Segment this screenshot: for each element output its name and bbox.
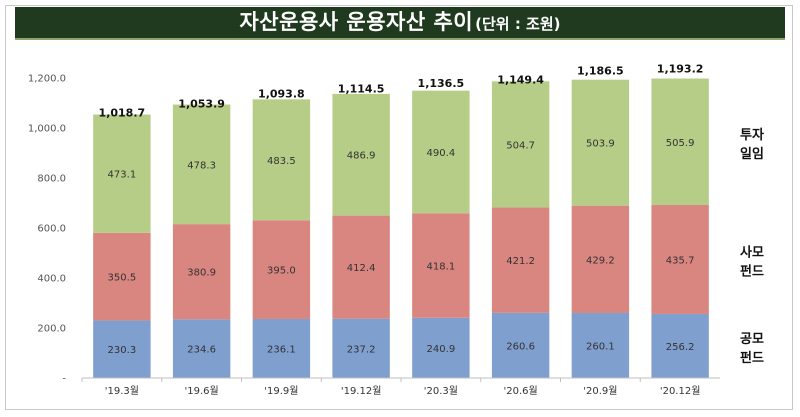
bar-segment (412, 213, 470, 318)
chart-title-bar: 자산운용사 운용자산 추이 (단위 : 조원) (15, 7, 785, 40)
bar-total-label: 1,186.5 (577, 64, 624, 77)
x-tick-label: '19.12월 (341, 385, 382, 397)
segment-value-label: 505.9 (666, 138, 695, 149)
bar-total-label: 1,193.2 (657, 63, 704, 76)
bar-segment (332, 93, 390, 216)
segment-value-label: 350.5 (108, 273, 137, 284)
segment-value-label: 237.2 (347, 344, 376, 355)
segment-value-label: 473.1 (108, 170, 137, 181)
segment-value-label: 418.1 (427, 262, 456, 273)
bar-total-label: 1,053.9 (178, 98, 225, 111)
chart-title: 자산운용사 운용자산 추이 (239, 10, 474, 34)
y-tick-label: 1,000.0 (28, 124, 66, 135)
bar-total-label: 1,093.8 (258, 88, 305, 101)
bar-segment (252, 318, 311, 378)
x-tick-label: '20.6월 (504, 385, 538, 397)
bar-segment (252, 99, 311, 221)
legend-label: 펀드 (740, 263, 764, 279)
y-tick-label: 600.0 (37, 224, 66, 235)
bar-total-label: 1,149.4 (497, 74, 544, 87)
segment-value-label: 483.5 (267, 156, 296, 167)
bar-segment (571, 79, 630, 206)
segment-value-label: 256.2 (666, 342, 695, 353)
y-tick-label: 1,200.0 (28, 74, 66, 85)
segment-value-label: 435.7 (666, 255, 695, 266)
segment-value-label: 230.3 (108, 345, 137, 356)
bar-segment (172, 319, 231, 378)
segment-value-label: 429.2 (586, 255, 615, 266)
bar-segment (93, 114, 151, 233)
bar-segment (491, 312, 550, 378)
bar-total-label: 1,018.7 (99, 106, 146, 119)
segment-value-label: 236.1 (267, 344, 296, 355)
segment-value-label: 421.2 (506, 256, 535, 267)
bar-segment (571, 312, 630, 378)
x-tick-label: '19.3월 (105, 385, 139, 397)
bar-segment (172, 104, 231, 225)
bar-segment (412, 90, 470, 214)
x-tick-label: '20.3월 (424, 385, 458, 397)
chart-unit: (단위 : 조원) (475, 15, 561, 33)
bar-total-label: 1,136.5 (418, 77, 465, 90)
bar-segment (332, 318, 390, 378)
bar-segment (93, 232, 151, 321)
legend-label: 투자 (740, 128, 764, 143)
segment-value-label: 395.0 (267, 266, 296, 277)
y-tick-label: 800.0 (37, 174, 66, 185)
x-tick-label: '19.6월 (185, 385, 219, 397)
bar-segment (491, 81, 550, 208)
y-tick-label: - (62, 374, 66, 385)
legend-label: 공모 (740, 332, 764, 347)
segment-value-label: 240.9 (427, 344, 456, 355)
y-tick-label: 400.0 (37, 274, 66, 285)
bar-segment (93, 320, 151, 378)
legend-label: 일임 (740, 147, 764, 162)
segment-value-label: 504.7 (506, 140, 535, 151)
x-axis: '19.3월 '19.6월 '19.9월 '19.12월 '20.3월 '20.6월 '20… (81, 377, 720, 397)
segment-value-label: 486.9 (347, 151, 376, 162)
bar-segment (651, 78, 709, 206)
bar-segment (172, 224, 231, 320)
bars: 230.3 350.5 473.1 1,018.7 234.6 380.9 478.3 1,0… (93, 63, 709, 378)
y-axis: - 200.0 400.0 600.0 800.0 1,000.0 1,200.0 (28, 74, 67, 385)
bar-segment (571, 205, 630, 313)
bar-total-label: 1,114.5 (338, 82, 385, 95)
bar-segment (491, 207, 550, 313)
x-tick-label: '20.9월 (583, 385, 617, 397)
x-tick-label: '19.9월 (264, 385, 298, 397)
segment-value-label: 503.9 (586, 139, 615, 150)
segment-value-label: 380.9 (187, 268, 216, 279)
segment-value-label: 412.4 (347, 263, 376, 274)
segment-value-label: 260.6 (506, 341, 535, 352)
bar-segment (651, 313, 709, 378)
bar-segment (252, 220, 311, 319)
legend-label: 사모 (740, 244, 764, 260)
segment-value-label: 234.6 (187, 345, 216, 356)
legend-label: 펀드 (740, 350, 764, 366)
x-tick-label: '20.12월 (660, 385, 701, 397)
segment-value-label: 260.1 (586, 341, 615, 352)
bar-segment (332, 215, 390, 319)
bar-segment (651, 205, 709, 314)
y-tick-label: 200.0 (37, 324, 66, 335)
segment-value-label: 478.3 (187, 160, 216, 171)
segment-value-label: 490.4 (427, 148, 456, 159)
bar-segment (412, 317, 470, 378)
